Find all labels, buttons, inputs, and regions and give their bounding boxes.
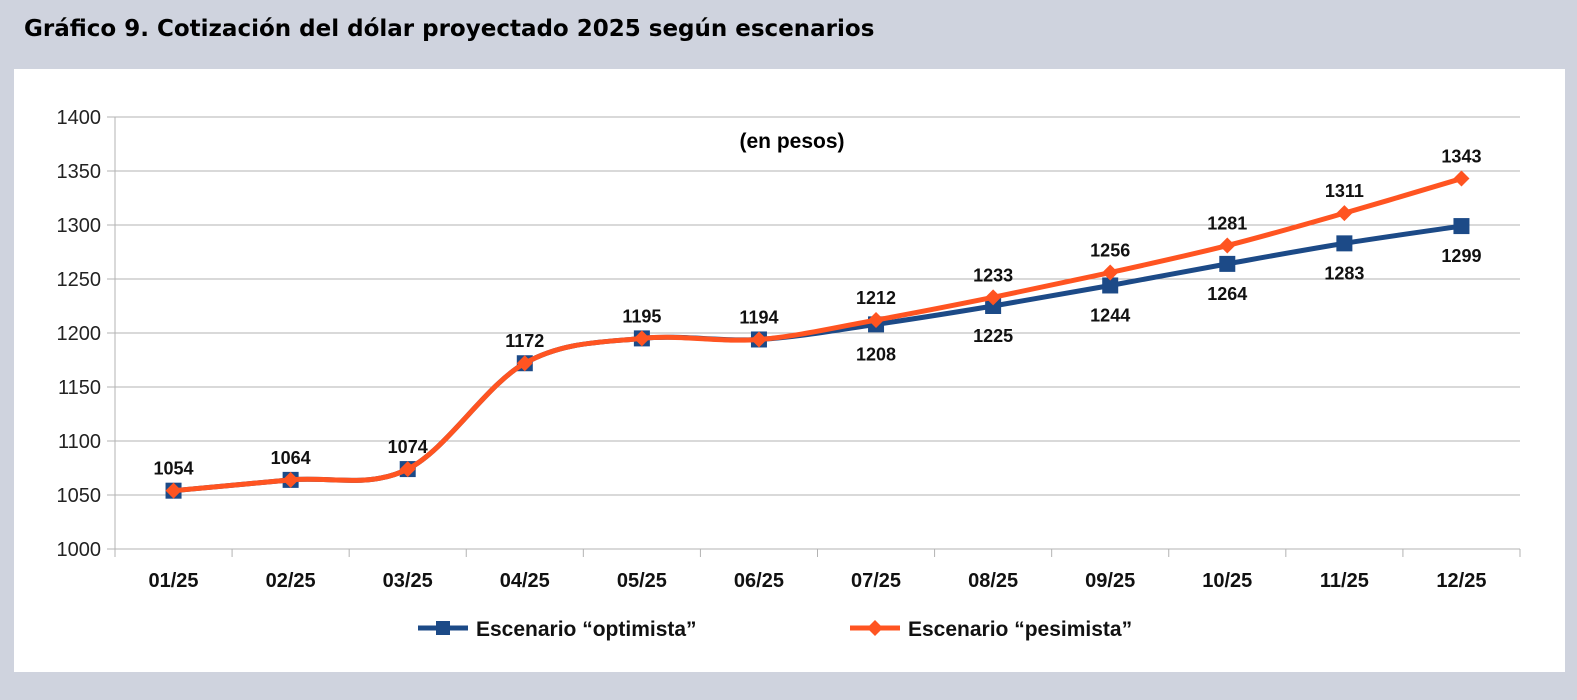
series-line-pesimista [173,176,1463,494]
data-label-pesimista: 1064 [271,448,311,468]
data-point-pesimista [282,471,299,488]
y-tick-label: 1350 [57,161,102,183]
data-point-pesimista [1336,205,1353,222]
data-label-pesimista: 1074 [388,437,428,457]
data-label-optimista: 1244 [1090,305,1130,325]
data-point-pesimista [633,330,650,347]
chart-panel [14,69,1565,672]
legend-marker-square-icon [436,621,450,635]
data-label-pesimista: 1212 [856,288,896,308]
data-label-optimista: 1208 [856,344,896,364]
data-point-pesimista [1453,170,1470,187]
data-point-pesimista [165,482,182,499]
data-label-pesimista: 1195 [622,306,661,326]
data-label-pesimista: 1343 [1441,147,1481,167]
y-tick-label: 1050 [57,485,102,507]
x-tick-label: 06/25 [734,570,784,592]
data-point-pesimista [985,289,1002,306]
data-point-optimista [985,298,1002,314]
data-point-pesimista [516,355,533,372]
data-label-pesimista: 1054 [154,459,194,479]
x-tick-label: 11/25 [1320,570,1369,592]
data-point-optimista [1336,235,1353,252]
data-point-pesimista [1219,237,1236,254]
data-point-optimista [1102,277,1119,294]
data-label-optimista: 1299 [1441,246,1481,266]
series-line-optimista [173,223,1462,494]
x-tick-label: 07/25 [851,570,901,592]
x-tick-label: 02/25 [266,570,316,592]
x-tick-label: 03/25 [383,570,433,592]
y-tick-label: 1250 [57,269,102,291]
x-tick-label: 12/25 [1436,570,1486,592]
data-point-optimista [1453,218,1470,235]
legend-label-pesimista: Escenario “pesimista” [908,618,1132,641]
y-tick-label: 1100 [58,431,101,453]
x-tick-label: 09/25 [1085,570,1135,592]
chart-title: Gráfico 9. Cotización del dólar proyecta… [24,16,875,42]
y-tick-label: 1200 [57,323,102,345]
x-tick-label: 05/25 [617,570,667,592]
data-label-pesimista: 1256 [1090,241,1130,261]
y-tick-label: 1400 [57,107,102,129]
chart-subtitle: (en pesos) [739,130,844,153]
legend-marker-diamond-icon [867,620,883,636]
data-point-pesimista [750,331,767,348]
y-tick-label: 1300 [57,215,102,237]
y-tick-label: 1000 [57,539,102,561]
data-label-pesimista: 1233 [973,265,1013,285]
data-point-pesimista [868,312,885,329]
data-label-pesimista: 1194 [739,307,778,327]
data-point-pesimista [399,461,416,478]
x-tick-label: 08/25 [968,570,1018,592]
data-label-optimista: 1225 [973,326,1013,346]
legend-label-optimista: Escenario “optimista” [476,618,697,641]
data-label-pesimista: 1311 [1325,181,1364,201]
data-label-optimista: 1283 [1324,263,1364,283]
x-tick-label: 04/25 [500,570,550,592]
data-label-pesimista: 1172 [505,331,544,351]
data-label-pesimista: 1281 [1207,214,1247,234]
data-point-pesimista [1102,264,1119,281]
x-tick-label: 10/25 [1202,570,1252,592]
x-tick-label: 01/25 [149,570,199,592]
data-label-optimista: 1264 [1207,284,1247,304]
y-tick-label: 1150 [58,377,101,399]
data-point-optimista [1219,255,1236,272]
